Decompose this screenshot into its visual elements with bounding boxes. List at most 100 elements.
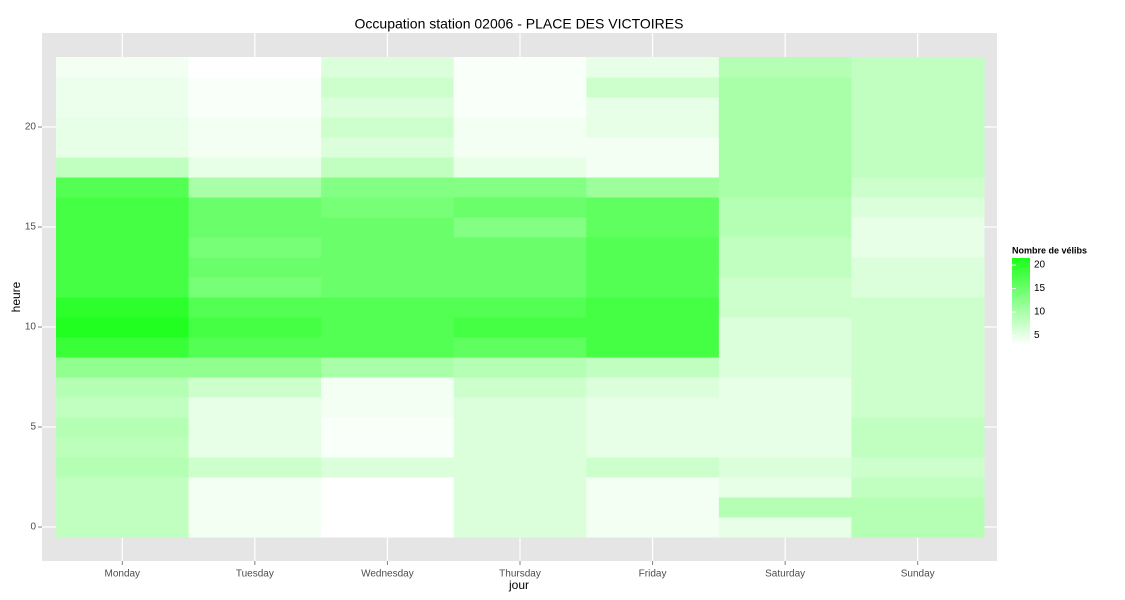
heat-cell <box>851 317 985 338</box>
heat-cell <box>56 437 190 458</box>
heat-cell <box>586 257 720 278</box>
heat-cell <box>586 117 720 138</box>
heat-cell <box>718 437 852 458</box>
heat-cell <box>586 517 720 538</box>
heat-cell <box>56 377 190 398</box>
heat-cell <box>188 257 322 278</box>
heat-cell <box>56 137 190 158</box>
heat-cell <box>56 317 190 338</box>
heat-cell <box>718 317 852 338</box>
heat-cell <box>453 337 587 358</box>
heat-cell <box>321 117 455 138</box>
heat-cell <box>188 357 322 378</box>
heat-cell <box>851 497 985 518</box>
heat-cell <box>188 97 322 118</box>
heat-cell <box>718 277 852 298</box>
heat-cell <box>56 217 190 238</box>
heat-cell <box>321 377 455 398</box>
heat-cell <box>453 297 587 318</box>
heat-cell <box>586 197 720 218</box>
heat-cell <box>851 57 985 78</box>
heat-cell <box>851 337 985 358</box>
heat-cell <box>851 97 985 118</box>
heat-cell <box>321 257 455 278</box>
heat-cell <box>56 297 190 318</box>
x-tick-label: Thursday <box>499 569 541 580</box>
heat-cell <box>188 517 322 538</box>
heat-cell <box>851 257 985 278</box>
heat-cell <box>851 297 985 318</box>
heat-cell <box>453 377 587 398</box>
heat-cell <box>188 497 322 518</box>
heat-cell <box>453 437 587 458</box>
heat-cell <box>321 217 455 238</box>
heat-cell <box>188 377 322 398</box>
heat-cell <box>453 417 587 438</box>
heat-cell <box>453 137 587 158</box>
heat-cell <box>56 417 190 438</box>
heat-cell <box>453 397 587 418</box>
heat-cell <box>586 237 720 258</box>
heat-cell <box>321 197 455 218</box>
heat-cell <box>718 257 852 278</box>
heat-cell <box>56 117 190 138</box>
heat-cell <box>56 257 190 278</box>
heat-cell <box>851 237 985 258</box>
heat-cell <box>586 357 720 378</box>
heat-cell <box>56 197 190 218</box>
heat-cell <box>188 437 322 458</box>
heat-cell <box>851 477 985 498</box>
heat-cell <box>56 477 190 498</box>
heat-cell <box>586 277 720 298</box>
heat-cell <box>453 237 587 258</box>
x-axis-label: jour <box>508 578 529 592</box>
heat-cell <box>586 157 720 178</box>
heat-cell <box>851 397 985 418</box>
heat-cell <box>851 517 985 538</box>
x-tick-label: Tuesday <box>236 569 274 580</box>
heat-cell <box>321 397 455 418</box>
heat-cell <box>586 377 720 398</box>
heat-cell <box>188 137 322 158</box>
heat-cell <box>586 77 720 98</box>
heat-cell <box>586 317 720 338</box>
heat-cell <box>188 197 322 218</box>
heat-cell <box>718 497 852 518</box>
y-axis-label: heure <box>9 281 23 312</box>
heat-cell <box>718 337 852 358</box>
heat-cell <box>321 77 455 98</box>
heat-cell <box>56 157 190 178</box>
heat-cell <box>56 77 190 98</box>
heat-cell <box>188 297 322 318</box>
heat-cell <box>718 517 852 538</box>
heat-cell <box>56 177 190 198</box>
heat-cell <box>718 97 852 118</box>
heat-cell <box>718 357 852 378</box>
heat-cell <box>321 237 455 258</box>
heat-cell <box>851 137 985 158</box>
heat-cell <box>586 477 720 498</box>
heat-cell <box>851 177 985 198</box>
heat-cell <box>718 57 852 78</box>
y-tick-label: 20 <box>25 122 37 133</box>
y-tick-label: 0 <box>30 522 36 533</box>
heat-cell <box>718 117 852 138</box>
heat-cell <box>586 177 720 198</box>
heat-cell <box>56 57 190 78</box>
heat-cell <box>321 497 455 518</box>
heat-cell <box>453 117 587 138</box>
heat-cell <box>321 297 455 318</box>
heat-cell <box>56 237 190 258</box>
heat-cell <box>453 97 587 118</box>
heat-cell <box>56 497 190 518</box>
heat-cell <box>586 297 720 318</box>
legend-title: Nombre de vélibs <box>1012 245 1087 255</box>
y-tick-label: 10 <box>25 322 37 333</box>
heat-cell <box>851 157 985 178</box>
x-tick-label: Friday <box>639 569 667 580</box>
heat-cell <box>586 497 720 518</box>
heat-cell <box>453 517 587 538</box>
heat-cell <box>188 277 322 298</box>
heat-cell <box>321 177 455 198</box>
